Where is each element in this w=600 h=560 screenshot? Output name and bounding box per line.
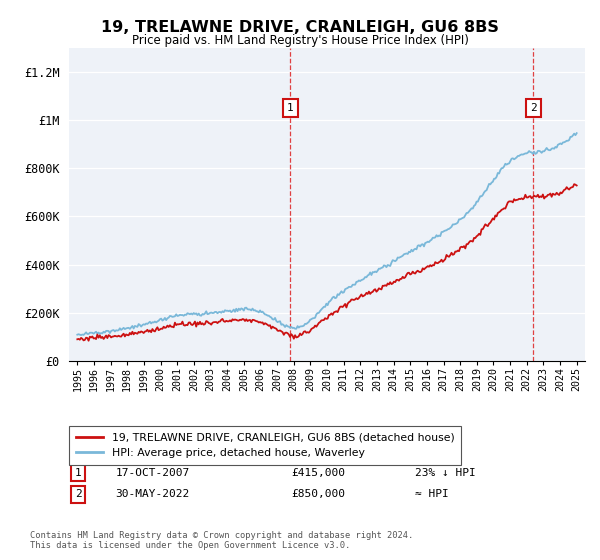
- Text: £850,000: £850,000: [291, 489, 345, 500]
- Text: 17-OCT-2007: 17-OCT-2007: [115, 468, 190, 478]
- Text: Price paid vs. HM Land Registry's House Price Index (HPI): Price paid vs. HM Land Registry's House …: [131, 34, 469, 46]
- Text: 1: 1: [287, 103, 294, 113]
- Text: 1: 1: [75, 468, 82, 478]
- Text: Contains HM Land Registry data © Crown copyright and database right 2024.
This d: Contains HM Land Registry data © Crown c…: [30, 530, 413, 550]
- Legend: 19, TRELAWNE DRIVE, CRANLEIGH, GU6 8BS (detached house), HPI: Average price, det: 19, TRELAWNE DRIVE, CRANLEIGH, GU6 8BS (…: [69, 426, 461, 465]
- Text: 2: 2: [75, 489, 82, 500]
- Text: 23% ↓ HPI: 23% ↓ HPI: [415, 468, 475, 478]
- Text: £415,000: £415,000: [291, 468, 345, 478]
- Text: 19, TRELAWNE DRIVE, CRANLEIGH, GU6 8BS: 19, TRELAWNE DRIVE, CRANLEIGH, GU6 8BS: [101, 20, 499, 35]
- Text: 2: 2: [530, 103, 537, 113]
- Text: ≈ HPI: ≈ HPI: [415, 489, 448, 500]
- Text: 30-MAY-2022: 30-MAY-2022: [115, 489, 190, 500]
